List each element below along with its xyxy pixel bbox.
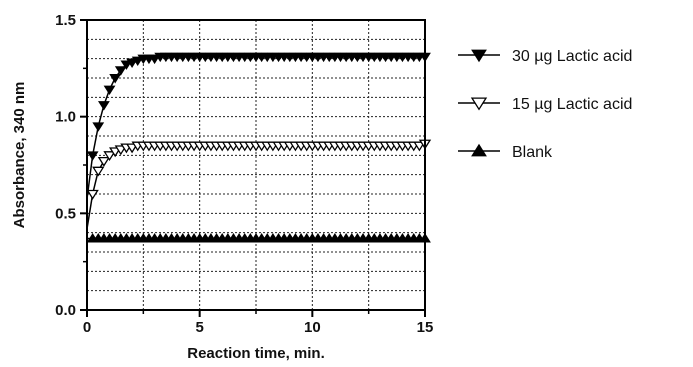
data-point [103, 151, 116, 162]
data-point [126, 58, 138, 68]
legend-marker [470, 97, 488, 111]
legend-label: 15 µg Lactic acid [512, 96, 632, 113]
y-tick-label: 0.5 [55, 205, 76, 222]
y-tick-label: 1.5 [55, 12, 76, 29]
x-tick-label: 10 [304, 319, 321, 336]
data-point [97, 156, 111, 167]
legend-marker [471, 143, 487, 157]
series-1 [86, 52, 431, 199]
data-point [86, 189, 99, 200]
x-axis-title: Reaction time, min. [187, 345, 325, 362]
x-tick-label: 5 [195, 319, 203, 336]
y-axis-title: Absorbance, 340 nm [11, 82, 28, 229]
data-point [148, 54, 161, 65]
x-tick-label: 0 [83, 319, 91, 336]
legend-entry: 15 µg Lactic acid [458, 96, 632, 113]
series-layer [86, 52, 432, 243]
legend-entry: 30 µg Lactic acid [458, 48, 632, 65]
legend: 30 µg Lactic acid 15 µg Lactic acid Blank [458, 48, 632, 161]
legend-label: Blank [512, 144, 553, 161]
data-point [103, 85, 116, 96]
series-3 [86, 233, 431, 243]
data-point [86, 151, 99, 161]
data-point [97, 101, 110, 111]
data-point [131, 56, 144, 67]
y-tick-label: 0.0 [55, 302, 76, 319]
data-point [92, 166, 105, 177]
series-2 [86, 139, 432, 229]
legend-label: 30 µg Lactic acid [512, 48, 632, 65]
data-point [120, 60, 133, 70]
data-point [114, 66, 127, 76]
axes: 0.0 0.5 1.0 1.5 0 5 10 15 [55, 12, 433, 336]
legend-entry: Blank [458, 143, 553, 161]
x-tick-label: 15 [417, 319, 434, 336]
y-tick-label: 1.0 [55, 109, 76, 126]
legend-marker [471, 49, 487, 63]
data-point [92, 122, 105, 132]
data-point [109, 74, 122, 84]
